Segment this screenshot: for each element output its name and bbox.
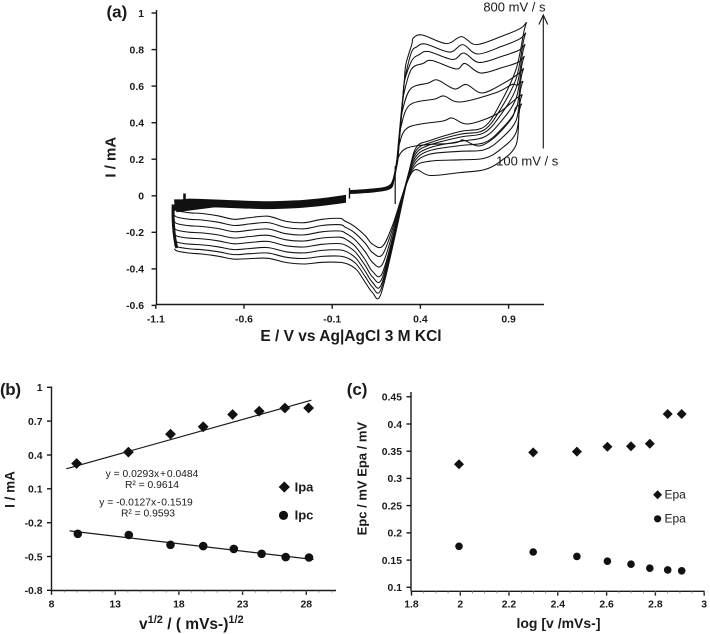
svg-text:0.35: 0.35 [382, 447, 402, 458]
svg-text:2: 2 [457, 600, 463, 611]
svg-text:-0.2: -0.2 [126, 228, 144, 239]
svg-text:8: 8 [49, 599, 55, 610]
svg-text:-0.2: -0.2 [25, 519, 43, 530]
svg-text:2.4: 2.4 [551, 600, 566, 611]
svg-text:0.2: 0.2 [388, 529, 403, 540]
svg-text:-0.8: -0.8 [25, 586, 43, 597]
svg-text:2.8: 2.8 [648, 600, 663, 611]
svg-text:13: 13 [109, 599, 121, 610]
svg-text:I / mA: I / mA [3, 471, 18, 508]
svg-text:R² = 0.9593: R² = 0.9593 [121, 508, 175, 519]
svg-text:2.6: 2.6 [599, 600, 614, 611]
svg-text:2.2: 2.2 [502, 600, 517, 611]
svg-text:(a): (a) [107, 3, 128, 22]
svg-text:Epa: Epa [665, 512, 687, 526]
svg-text:0: 0 [138, 192, 144, 203]
svg-text:Ipa: Ipa [295, 479, 315, 494]
svg-text:-0.6: -0.6 [235, 315, 253, 326]
svg-text:0.1: 0.1 [388, 583, 403, 594]
svg-text:0.45: 0.45 [382, 393, 402, 404]
svg-text:0.15: 0.15 [382, 556, 402, 567]
svg-text:v1/2 / ( mVs-)1/2: v1/2 / ( mVs-)1/2 [139, 614, 244, 633]
svg-text:I / mA: I / mA [102, 137, 119, 178]
svg-text:28: 28 [301, 599, 313, 610]
svg-text:-0.5: -0.5 [25, 552, 43, 563]
svg-text:800 mV / s: 800 mV / s [483, 0, 546, 14]
svg-text:(b): (b) [0, 380, 21, 399]
svg-text:0.6: 0.6 [130, 82, 145, 93]
svg-text:0.3: 0.3 [388, 474, 403, 485]
svg-text:1.8: 1.8 [404, 600, 419, 611]
svg-text:-0.6: -0.6 [126, 301, 144, 312]
svg-text:E / V vs Ag|AgCl 3 M KCl: E / V vs Ag|AgCl 3 M KCl [260, 328, 441, 345]
svg-text:1: 1 [138, 9, 144, 20]
svg-text:-0.4: -0.4 [126, 265, 144, 276]
svg-text:0.1: 0.1 [28, 485, 43, 496]
svg-text:0.9: 0.9 [501, 315, 516, 326]
svg-text:Epa: Epa [665, 488, 687, 502]
svg-text:Epc / mV Epa / mV: Epc / mV Epa / mV [355, 422, 370, 536]
svg-text:0.4: 0.4 [28, 451, 43, 462]
svg-text:y = 0.0293x + 0.0484: y = 0.0293x + 0.0484 [106, 469, 199, 480]
svg-text:0.8: 0.8 [130, 45, 145, 56]
svg-text:(c): (c) [347, 380, 368, 399]
svg-text:100 mV / s: 100 mV / s [496, 154, 559, 169]
svg-text:0.4: 0.4 [130, 119, 145, 130]
svg-text:-1.1: -1.1 [147, 315, 165, 326]
svg-text:R² = 0.9614: R² = 0.9614 [125, 480, 179, 491]
svg-text:0.2: 0.2 [130, 155, 145, 166]
svg-text:log [v /mVs-]: log [v /mVs-] [516, 615, 600, 631]
svg-text:23: 23 [237, 599, 249, 610]
svg-text:3: 3 [701, 600, 707, 611]
svg-text:y = -0.0127x - 0.1519: y = -0.0127x - 0.1519 [99, 497, 193, 508]
svg-text:0.4: 0.4 [413, 315, 428, 326]
svg-text:0.7: 0.7 [28, 417, 43, 428]
svg-text:0.4: 0.4 [388, 420, 403, 431]
svg-text:18: 18 [173, 599, 185, 610]
svg-text:-0.1: -0.1 [323, 315, 341, 326]
svg-text:1: 1 [37, 383, 43, 394]
svg-text:0.25: 0.25 [382, 501, 402, 512]
svg-text:Ipc: Ipc [295, 508, 314, 523]
